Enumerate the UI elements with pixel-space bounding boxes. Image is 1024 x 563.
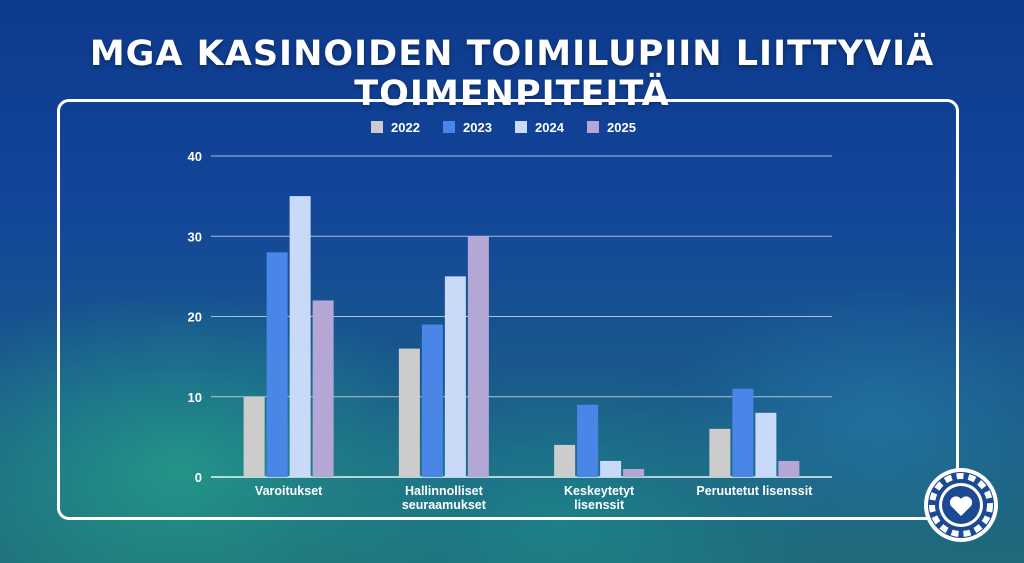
x-tick-label: Varoitukset	[255, 484, 323, 498]
y-tick-label: 40	[188, 149, 202, 164]
bar	[312, 300, 334, 477]
bar	[755, 412, 777, 477]
bar	[266, 252, 288, 477]
y-tick-label: 30	[188, 229, 202, 244]
bar	[289, 196, 311, 477]
legend-swatch	[443, 121, 455, 133]
bar	[600, 460, 622, 477]
page-title: MGA kasinoiden toimilupiin liittyviä toi…	[89, 34, 935, 114]
bar	[398, 348, 420, 477]
x-tick-label: Keskeytetyt lisenssit	[564, 484, 635, 512]
y-tick-label: 0	[195, 470, 202, 485]
chart-frame	[57, 99, 959, 520]
legend-label: 2024	[535, 120, 565, 135]
legend-swatch	[371, 121, 383, 133]
y-tick-label: 10	[188, 390, 202, 405]
y-tick-label: 20	[188, 310, 202, 325]
legend-label: 2022	[391, 120, 420, 135]
bar	[577, 404, 599, 477]
bar	[732, 388, 754, 477]
bar	[243, 396, 265, 477]
bar	[709, 428, 731, 477]
bar	[554, 444, 576, 477]
bar	[467, 236, 489, 477]
x-tick-label: Hallinnolliset seuraamukset	[402, 484, 487, 512]
legend-label: 2023	[463, 120, 492, 135]
x-tick-label: Peruutetut lisenssit	[696, 484, 813, 498]
bar	[623, 468, 645, 477]
bar	[444, 276, 466, 477]
bar	[421, 324, 443, 477]
legend-swatch	[515, 121, 527, 133]
heart-chip-icon	[924, 468, 998, 542]
legend-swatch	[587, 121, 599, 133]
legend-label: 2025	[607, 120, 636, 135]
bar	[778, 460, 800, 477]
